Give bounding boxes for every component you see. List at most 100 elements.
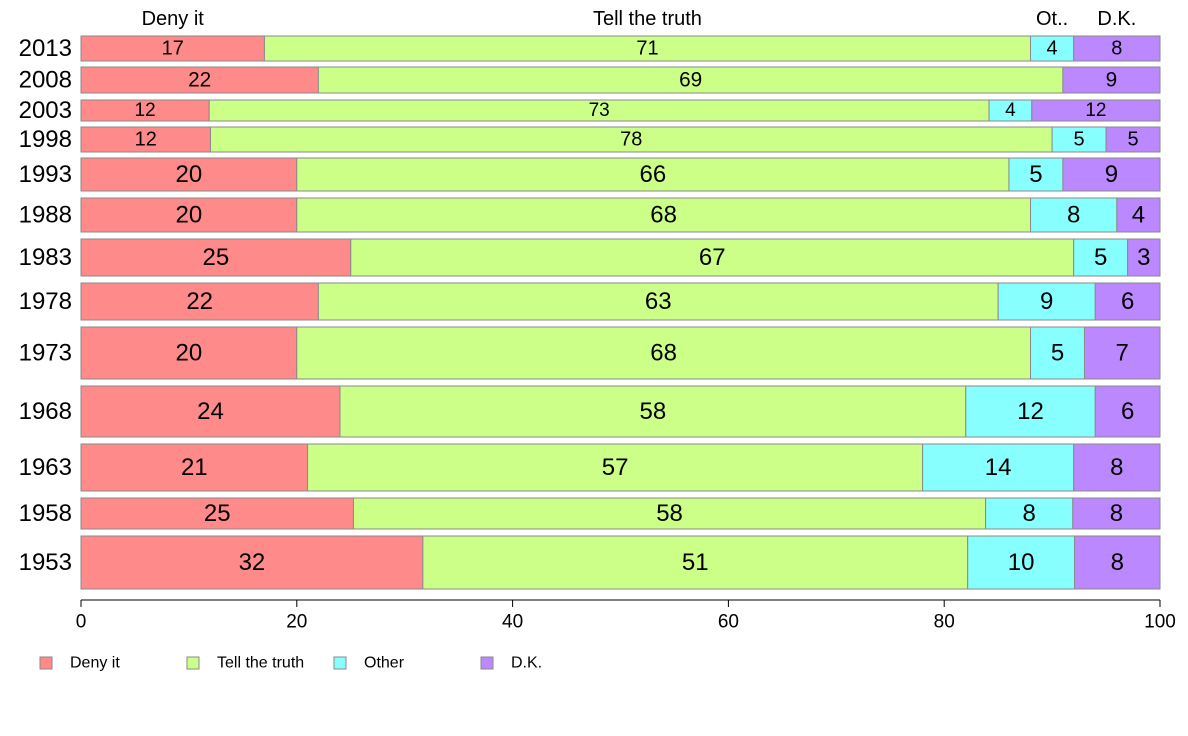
legend: Deny it Tell the truth Other D.K. [39,655,542,672]
x-tick-label-1: 20 [286,612,307,633]
bar-2013-d-k- [1073,35,1161,62]
bar-1973-d-k- [1083,326,1161,380]
bar-2013-deny-it [80,35,265,62]
data-label-1983-2: 5 [1094,244,1107,271]
top-label-2: Ot.. [1036,8,1068,30]
data-label-1953-2: 10 [1008,549,1035,576]
year-label-2008: 2008 [19,67,72,94]
bar-2008-deny-it [80,66,319,94]
year-label-1998: 1998 [19,126,72,153]
bar-row-1963: 21 57 14 8 [80,443,1161,492]
bar-1983-other [1073,238,1129,277]
bar-1963-deny-it [80,443,309,492]
data-label-1993-3: 9 [1105,161,1118,188]
data-label-2013-2: 4 [1047,38,1058,60]
bar-2008-tell-the-truth [317,66,1064,94]
data-label-1958-0: 25 [204,500,231,527]
bar-1958-other [985,497,1074,530]
data-label-1963-0: 21 [181,454,208,481]
year-label-1993: 1993 [19,161,72,188]
data-label-1993-2: 5 [1029,161,1042,188]
year-label-1988: 1988 [19,202,72,229]
bar-1958-deny-it [80,497,354,530]
data-label-1998-3: 5 [1127,129,1138,151]
bar-1953-other [967,535,1076,590]
year-label-1963: 1963 [19,454,72,481]
bar-1998-other [1051,126,1107,153]
bar-1993-tell-the-truth [296,157,1010,192]
bar-row-1953: 32 51 10 8 [80,535,1161,590]
data-label-1998-0: 12 [135,129,157,151]
data-label-1953-0: 32 [239,549,266,576]
bar-row-1988: 20 68 8 4 [80,197,1161,233]
bar-2013-tell-the-truth [263,35,1032,62]
bar-1958-d-k- [1072,497,1161,530]
data-label-1963-2: 14 [985,454,1012,481]
x-axis: 0 20 40 60 80 100 [76,599,1176,633]
bar-1993-other [1008,157,1064,192]
bar-1978-d-k- [1094,282,1161,321]
data-label-1993-1: 66 [640,161,667,188]
data-label-1988-3: 4 [1132,202,1145,229]
bar-1963-other [922,443,1075,492]
data-label-1988-2: 8 [1067,202,1080,229]
year-label-1953: 1953 [19,549,72,576]
legend-label-3: D.K. [511,655,542,672]
top-label-0: Deny it [142,8,205,30]
data-label-1953-1: 51 [682,549,709,576]
bar-1998-tell-the-truth [209,126,1053,153]
x-tick-label-2: 40 [502,612,523,633]
bar-1988-deny-it [80,197,298,233]
top-label-3: D.K. [1097,8,1136,30]
bar-1988-other [1030,197,1118,233]
x-tick-label-0: 0 [76,612,87,633]
year-label-2003: 2003 [19,97,72,124]
data-label-1953-3: 8 [1111,549,1124,576]
data-label-1988-1: 68 [650,202,677,229]
top-labels: Deny it Tell the truth Ot.. D.K. [142,8,1137,30]
x-tick-label-4: 80 [934,612,955,633]
legend-item-3: D.K. [480,655,542,672]
bar-1968-deny-it [80,385,341,438]
data-label-2013-0: 17 [162,38,184,60]
data-label-1978-2: 9 [1040,288,1053,315]
legend-label-1: Tell the truth [217,655,304,672]
bar-1983-deny-it [80,238,352,277]
data-label-1958-1: 58 [656,500,683,527]
bar-1983-tell-the-truth [350,238,1075,277]
bar-1978-other [997,282,1096,321]
data-label-1963-3: 8 [1110,454,1123,481]
data-label-2013-3: 8 [1111,38,1122,60]
legend-swatch-0 [39,656,53,670]
year-label-1958: 1958 [19,500,72,527]
year-label-1968: 1968 [19,398,72,425]
bar-1973-tell-the-truth [296,326,1032,380]
bar-1978-deny-it [80,282,319,321]
year-label-1983: 1983 [19,244,72,271]
legend-swatch-3 [480,656,494,670]
data-label-1973-1: 68 [650,340,677,367]
year-label-1978: 1978 [19,288,72,315]
bar-1963-d-k- [1073,443,1161,492]
bar-row-2013: 17 71 4 8 [80,35,1161,62]
data-label-1958-3: 8 [1110,500,1123,527]
data-label-1988-0: 20 [176,202,203,229]
data-label-1993-0: 20 [176,161,203,188]
top-label-1: Tell the truth [593,8,702,30]
x-tick-label-5: 100 [1144,612,1176,633]
data-label-1973-0: 20 [176,340,203,367]
data-label-1958-2: 8 [1023,500,1036,527]
data-label-1968-2: 12 [1017,398,1044,425]
bar-1953-deny-it [80,535,424,590]
data-label-2008-0: 22 [188,69,211,92]
data-label-1998-1: 78 [620,129,642,151]
year-label-2013: 2013 [19,35,72,62]
data-label-2013-1: 71 [636,38,658,60]
data-label-1968-0: 24 [197,398,224,425]
bar-1968-d-k- [1094,385,1161,438]
x-tick-label-3: 60 [718,612,739,633]
bar-row-2008: 22 69 9 [80,66,1161,94]
